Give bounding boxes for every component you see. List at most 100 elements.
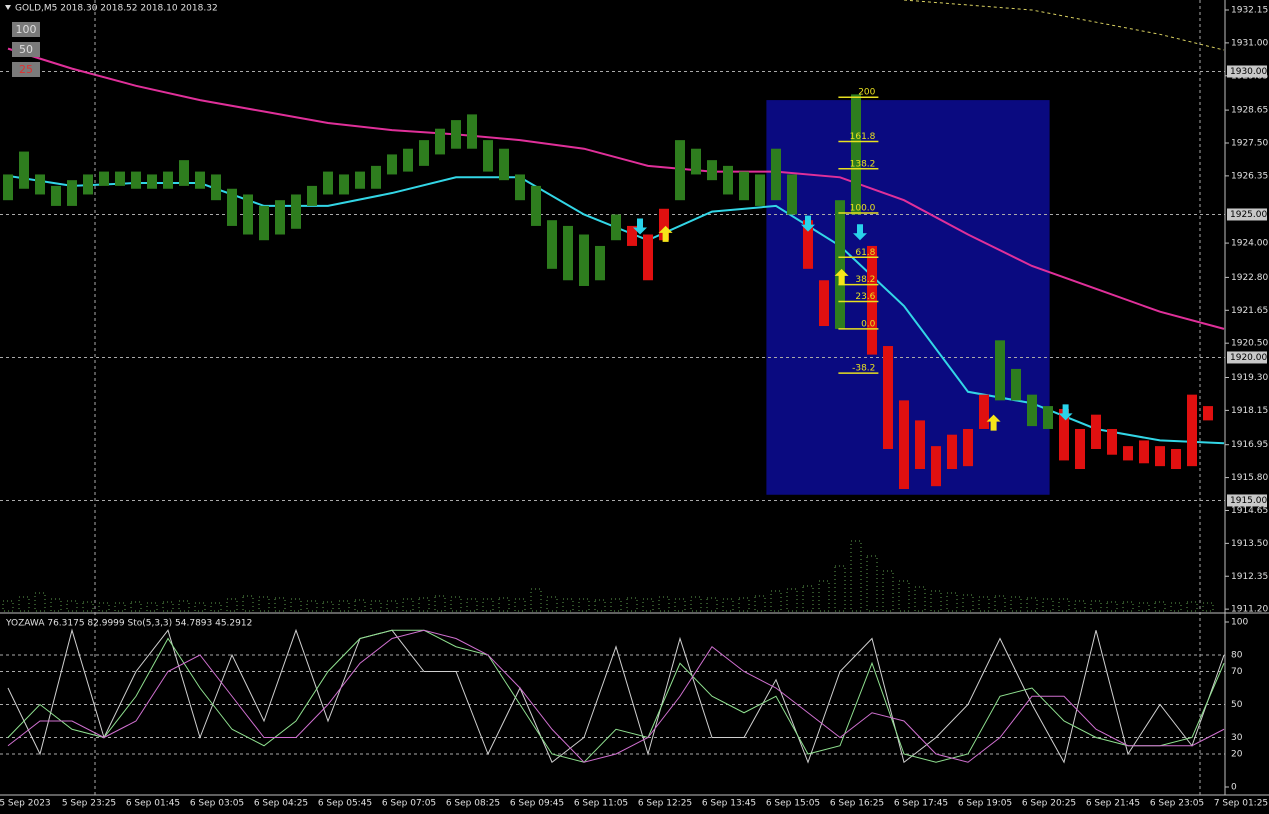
price-bar bbox=[707, 160, 717, 181]
volume-bar bbox=[354, 599, 366, 612]
price-bar bbox=[483, 140, 493, 172]
volume-bar bbox=[130, 601, 142, 612]
price-bar bbox=[387, 154, 397, 175]
volume-bar bbox=[322, 601, 334, 612]
x-tick-label: 6 Sep 12:25 bbox=[638, 799, 692, 809]
volume-bar bbox=[642, 598, 654, 612]
volume-bar bbox=[578, 598, 590, 612]
price-bar bbox=[611, 214, 621, 241]
price-bar bbox=[179, 160, 189, 186]
y-tick-label: 0 bbox=[1231, 783, 1237, 793]
price-bar bbox=[35, 174, 45, 195]
fib-label: 200 bbox=[858, 88, 875, 98]
price-bar bbox=[19, 151, 29, 189]
volume-bar bbox=[770, 590, 782, 612]
y-tick-label: 70 bbox=[1231, 667, 1243, 677]
price-bar bbox=[467, 114, 477, 149]
price-bar bbox=[1059, 408, 1069, 461]
volume-bar bbox=[18, 596, 30, 612]
x-tick-label: 6 Sep 13:45 bbox=[702, 799, 756, 809]
price-bar bbox=[115, 171, 125, 186]
volume-bar bbox=[1138, 602, 1150, 612]
volume-bar bbox=[818, 580, 830, 612]
y-tick-label: 1911.20 bbox=[1231, 605, 1268, 615]
price-bar bbox=[259, 205, 269, 241]
x-tick-label: 6 Sep 04:25 bbox=[254, 799, 308, 809]
volume-bar bbox=[66, 600, 78, 612]
price-bar bbox=[419, 140, 429, 166]
price-bar bbox=[787, 174, 797, 215]
price-bar bbox=[1203, 406, 1213, 421]
volume-bar bbox=[258, 596, 270, 612]
volume-bar bbox=[50, 598, 62, 612]
fib-label: 138.2 bbox=[850, 159, 876, 169]
price-bar bbox=[291, 194, 301, 229]
volume-bar bbox=[178, 600, 190, 612]
volume-bar bbox=[194, 602, 206, 612]
y-tick-label: 1912.35 bbox=[1231, 572, 1268, 582]
volume-bar bbox=[386, 600, 398, 612]
x-tick-label: 6 Sep 23:05 bbox=[1150, 799, 1204, 809]
volume-bar bbox=[1106, 601, 1118, 612]
volume-bar bbox=[34, 592, 46, 612]
volume-bar bbox=[1074, 600, 1086, 612]
volume-bar bbox=[1090, 600, 1102, 612]
volume-bar bbox=[834, 565, 846, 612]
volume-bar bbox=[418, 597, 430, 612]
symbol-info: GOLD,M5 2018.30 2018.52 2018.10 2018.32 bbox=[15, 4, 218, 14]
volume-bar bbox=[434, 595, 446, 612]
volume-bar bbox=[114, 602, 126, 612]
volume-bar bbox=[994, 595, 1006, 612]
button-label[interactable]: 100 bbox=[16, 23, 37, 36]
price-bar bbox=[1011, 368, 1021, 401]
price-bar bbox=[675, 140, 685, 201]
price-bar bbox=[531, 185, 541, 226]
volume-bar bbox=[626, 597, 638, 612]
volume-bar bbox=[1010, 596, 1022, 612]
button[interactable]: 100 bbox=[12, 22, 40, 37]
volume-bar bbox=[722, 598, 734, 612]
price-bar bbox=[1075, 428, 1085, 470]
price-bar bbox=[723, 165, 733, 195]
price-bar bbox=[67, 180, 77, 206]
oscillator-line bbox=[7, 629, 1225, 763]
y-tick-label: 1913.50 bbox=[1231, 539, 1268, 549]
price-bar bbox=[243, 194, 253, 235]
price-bar bbox=[947, 434, 957, 470]
button-label[interactable]: 25 bbox=[19, 63, 33, 76]
price-bar bbox=[1171, 448, 1181, 470]
volume-bar bbox=[1042, 598, 1054, 612]
volume-bar bbox=[946, 592, 958, 612]
fib-label: 100.0 bbox=[850, 204, 876, 214]
volume-bar bbox=[882, 570, 894, 612]
level-label: 1915.00 bbox=[1230, 496, 1267, 506]
button-label[interactable]: 50 bbox=[19, 43, 33, 56]
price-bar bbox=[435, 128, 445, 155]
menu-triangle[interactable] bbox=[5, 5, 11, 10]
volume-bar bbox=[306, 600, 318, 612]
volume-bar bbox=[1122, 601, 1134, 612]
y-tick-label: 100 bbox=[1231, 618, 1248, 628]
x-tick-label: 6 Sep 20:25 bbox=[1022, 799, 1076, 809]
level-box bbox=[1227, 494, 1267, 507]
volume-bar bbox=[562, 598, 574, 612]
volume-bar bbox=[1170, 602, 1182, 612]
oscillator-line bbox=[7, 628, 1225, 764]
x-tick-label: 6 Sep 16:25 bbox=[830, 799, 884, 809]
price-bar bbox=[83, 174, 93, 195]
fib-label: 38.2 bbox=[855, 275, 875, 285]
price-bar bbox=[451, 120, 461, 149]
volume-bar bbox=[754, 595, 766, 612]
button[interactable]: 25 bbox=[12, 62, 40, 77]
price-bar bbox=[739, 171, 749, 201]
y-tick-label: 20 bbox=[1231, 750, 1243, 760]
volume-bar bbox=[1058, 598, 1070, 612]
price-bar bbox=[819, 280, 829, 327]
volume-bar bbox=[450, 596, 462, 612]
fib-label: 0.0 bbox=[861, 319, 876, 329]
volume-bar bbox=[210, 602, 222, 612]
price-bar bbox=[99, 171, 109, 186]
button[interactable]: 50 bbox=[12, 42, 40, 57]
level-label: 1925.00 bbox=[1230, 210, 1267, 220]
volume-bar bbox=[1026, 597, 1038, 612]
